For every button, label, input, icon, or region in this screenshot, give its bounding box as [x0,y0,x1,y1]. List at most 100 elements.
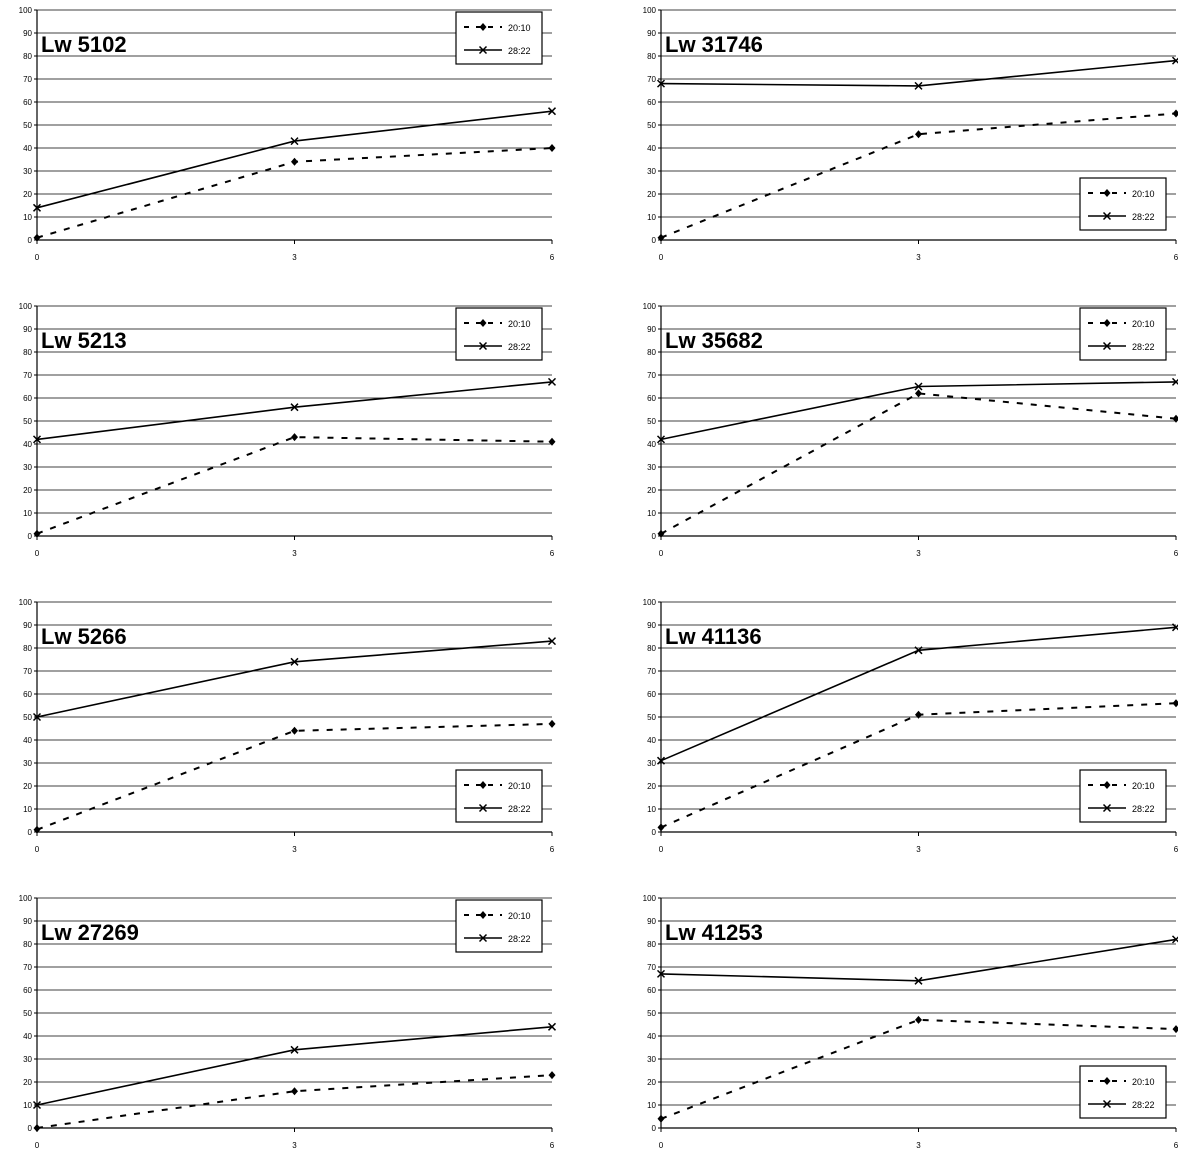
y-tick-label: 20 [647,782,656,791]
data-point-marker-0 [34,1124,41,1132]
y-tick-label: 90 [647,325,656,334]
legend: 20:10 28:22 [456,900,542,952]
legend-box [1080,770,1166,822]
x-tick-label: 6 [550,1141,555,1150]
legend-box [456,770,542,822]
y-tick-label: 70 [23,371,32,380]
x-tick-label: 3 [916,1141,921,1150]
x-tick-label: 6 [1174,1141,1178,1150]
x-tick-label: 0 [35,549,40,558]
data-point-marker-1 [291,1087,298,1095]
y-tick-label: 0 [28,236,33,245]
y-tick-label: 70 [647,371,656,380]
legend: 20:10 28:22 [1080,178,1166,230]
x-tick-label: 3 [916,845,921,854]
y-tick-label: 60 [647,394,656,403]
y-tick-label: 0 [652,532,657,541]
y-tick-label: 100 [19,6,33,15]
legend-label: 20:10 [1132,781,1155,791]
y-tick-label: 90 [23,325,32,334]
y-tick-label: 80 [23,348,32,357]
chart-title: Lw 5213 [41,328,127,353]
series-28-22 [658,57,1178,89]
y-tick-label: 30 [647,463,656,472]
y-tick-label: 90 [23,917,32,926]
y-tick-label: 80 [647,644,656,653]
chart-title: Lw 41136 [665,624,762,649]
data-point-marker-2 [549,720,556,728]
y-tick-label: 70 [23,667,32,676]
series-line [661,939,1176,980]
series-line [37,1075,552,1128]
x-tick-label: 3 [292,1141,297,1150]
data-point-marker-0 [658,1115,665,1123]
y-tick-label: 80 [23,52,32,61]
legend-label: 28:22 [1132,1100,1155,1110]
x-tick-label: 0 [35,1141,40,1150]
legend-label: 20:10 [1132,1077,1155,1087]
y-tick-label: 60 [647,690,656,699]
data-point-marker-2 [1173,110,1178,118]
y-tick-label: 40 [23,1032,32,1041]
series-20-10 [34,1071,556,1132]
y-tick-label: 70 [23,75,32,84]
x-tick-label: 0 [659,845,664,854]
legend-label: 28:22 [508,934,531,944]
y-tick-label: 30 [23,167,32,176]
y-tick-label: 20 [23,486,32,495]
y-tick-label: 10 [23,509,32,518]
y-tick-label: 50 [23,713,32,722]
legend-label: 20:10 [508,319,531,329]
legend-label: 28:22 [1132,212,1155,222]
x-tick-label: 6 [1174,845,1178,854]
series-20-10 [34,144,556,242]
x-tick-label: 6 [1174,253,1178,262]
legend-box [456,12,542,64]
y-tick-label: 80 [23,940,32,949]
legend-box [1080,1066,1166,1118]
chart-title: Lw 5266 [41,624,127,649]
y-tick-label: 80 [23,644,32,653]
data-point-marker-2 [1173,415,1178,423]
y-tick-label: 40 [647,440,656,449]
y-tick-label: 80 [647,940,656,949]
legend-box [456,308,542,360]
y-tick-label: 0 [652,828,657,837]
y-tick-label: 50 [647,713,656,722]
y-tick-label: 40 [23,736,32,745]
y-tick-label: 20 [647,1078,656,1087]
x-tick-label: 0 [35,845,40,854]
y-tick-label: 10 [23,1101,32,1110]
series-20-10 [34,433,556,538]
y-tick-label: 20 [23,782,32,791]
chart-title: Lw 5102 [41,32,127,57]
x-tick-label: 3 [292,253,297,262]
y-tick-label: 50 [23,121,32,130]
legend-label: 20:10 [1132,189,1155,199]
y-tick-label: 70 [647,75,656,84]
chart-title: Lw 35682 [665,328,763,353]
series-line [37,641,552,717]
y-tick-label: 10 [647,1101,656,1110]
y-tick-label: 50 [647,417,656,426]
y-tick-label: 100 [19,894,33,903]
y-tick-label: 30 [647,1055,656,1064]
data-point-marker-1 [915,389,922,397]
y-tick-label: 40 [647,736,656,745]
y-tick-label: 70 [647,963,656,972]
legend-box [456,900,542,952]
legend: 20:10 28:22 [1080,1066,1166,1118]
y-tick-label: 70 [23,963,32,972]
y-tick-label: 80 [647,52,656,61]
x-tick-label: 0 [659,1141,664,1150]
y-tick-label: 30 [23,1055,32,1064]
y-tick-label: 10 [647,213,656,222]
legend-label: 20:10 [508,911,531,921]
